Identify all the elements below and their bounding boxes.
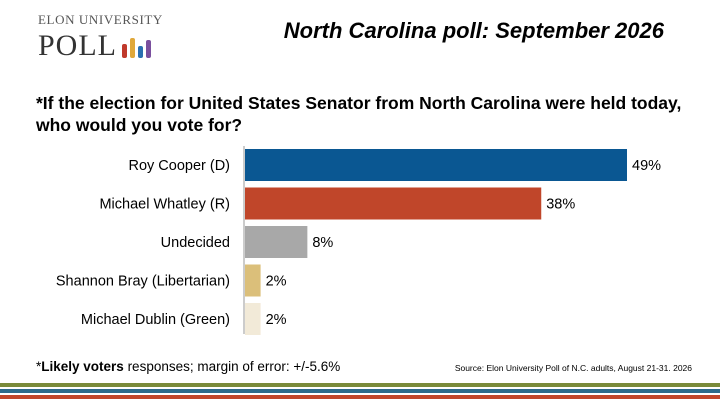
logo-bar — [122, 44, 127, 58]
category-label: Michael Dublin (Green) — [81, 312, 230, 328]
page-title: North Carolina poll: September 2026 — [283, 18, 664, 43]
data-label: 8% — [312, 235, 333, 251]
category-label: Undecided — [161, 235, 230, 251]
footnote-bold: Likely voters — [41, 359, 124, 374]
logo-poll-text: POLL — [38, 29, 117, 62]
category-label: Roy Cooper (D) — [128, 158, 230, 174]
data-label: 2% — [266, 312, 287, 328]
data-label: 49% — [632, 158, 661, 174]
category-label: Shannon Bray (Libertarian) — [56, 274, 230, 290]
chart-question: *If the election for United States Senat… — [36, 93, 682, 135]
logo-bars-icon — [122, 38, 151, 58]
bar — [245, 303, 261, 335]
elon-poll-logo: ELON UNIVERSITY POLL — [38, 12, 168, 62]
bottom-stripe-blue — [0, 389, 720, 393]
bottom-stripe-olive — [0, 383, 720, 387]
category-label: Michael Whatley (R) — [99, 197, 230, 213]
data-label: 2% — [266, 274, 287, 290]
data-label: 38% — [546, 197, 575, 213]
footnote-rest: responses; margin of error: +/-5.6% — [123, 359, 341, 374]
bar — [245, 149, 627, 181]
bar — [245, 187, 542, 220]
source-note: Source: Elon University Poll of N.C. adu… — [454, 363, 692, 373]
bar-chart: Roy Cooper (D) 49% Michael Whatley (R) 38% U… — [56, 146, 661, 335]
footnote-prefix: * — [36, 359, 42, 374]
logo-university-text: ELON UNIVERSITY — [38, 12, 163, 27]
bottom-stripe-red — [0, 395, 720, 399]
logo-bar — [138, 46, 143, 58]
bar — [245, 226, 308, 258]
logo-bar — [130, 38, 135, 58]
bar — [245, 264, 261, 297]
logo-bar — [146, 40, 151, 58]
footnote: *Likely voters responses; margin of erro… — [36, 359, 340, 374]
